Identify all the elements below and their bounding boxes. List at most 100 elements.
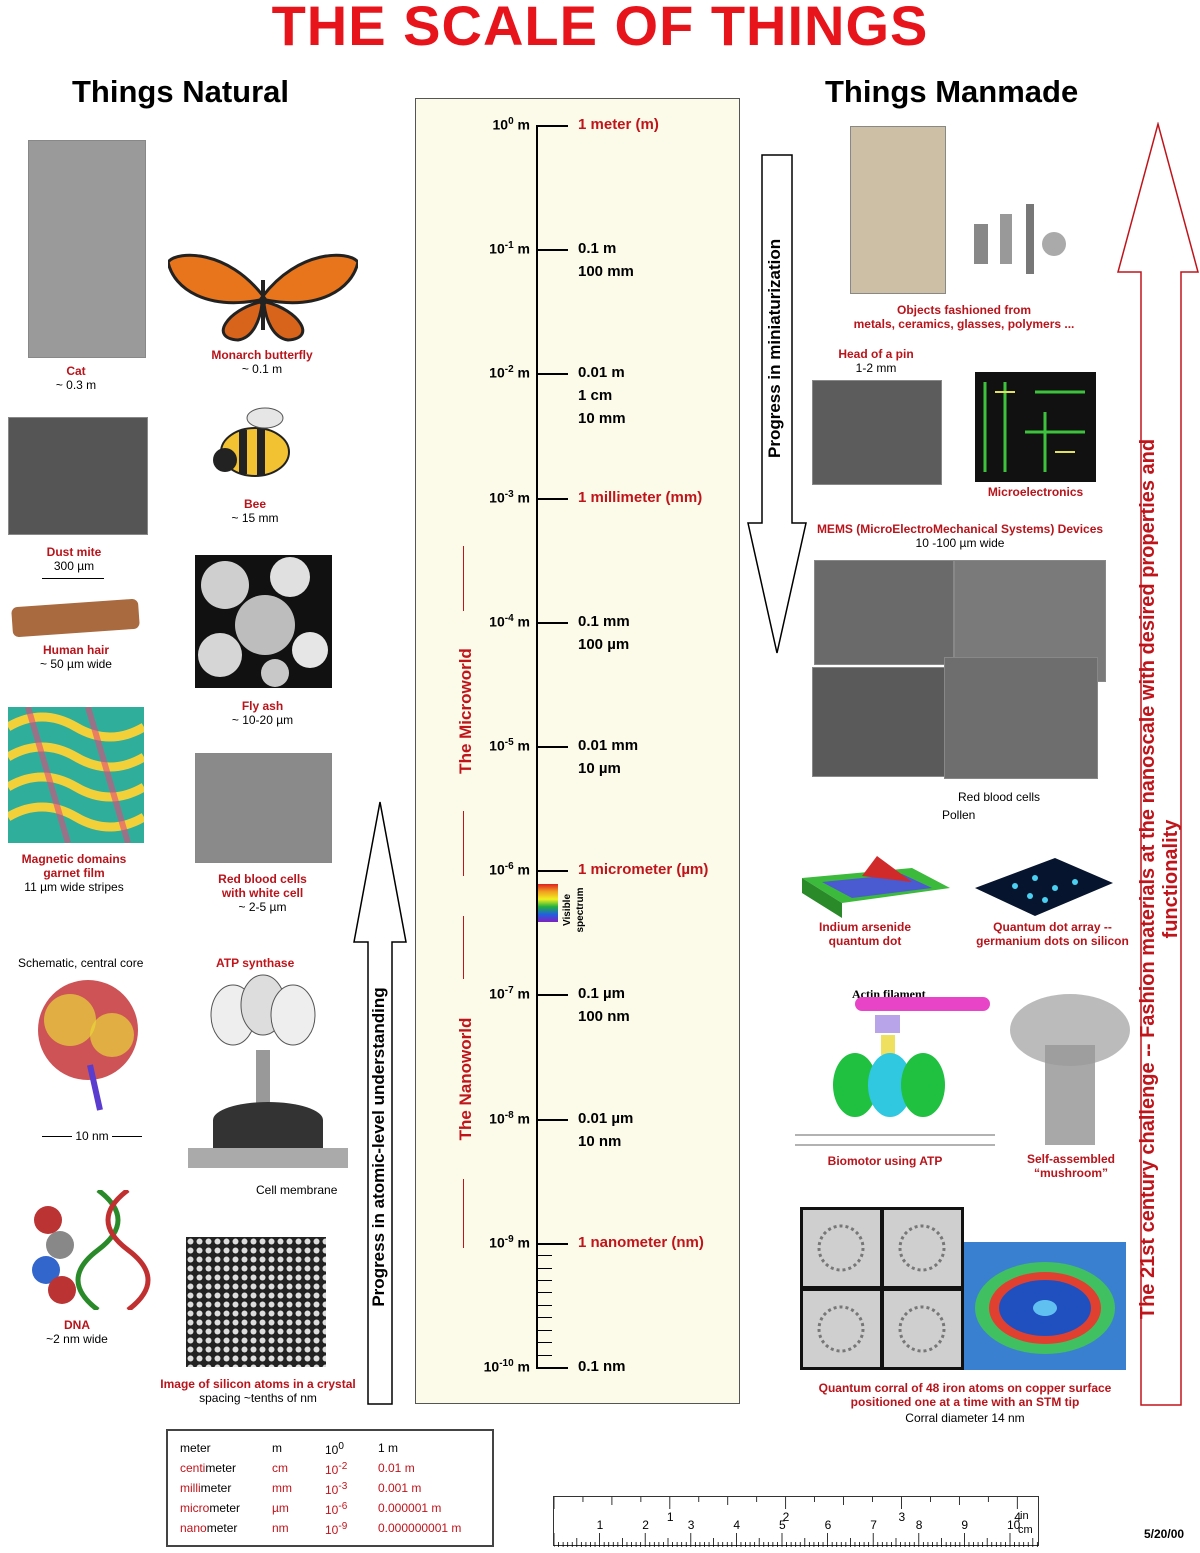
exp-power: -10 <box>499 1358 514 1369</box>
scale-label: 0.1 mm 100 µm <box>578 610 630 656</box>
quantum-dot-caption: Indium arsenide quantum dot <box>818 920 912 948</box>
scale-tick <box>536 746 568 748</box>
butterfly-size: ~ 0.1 m <box>241 362 283 376</box>
ruler: 1 2 3 4 5 6 7 8 9 10 1 2 3 4 in cm <box>553 1496 1039 1547</box>
scale-label: 0.01 m 1 cm 10 mm <box>578 361 626 430</box>
unit-name: meter <box>180 1441 211 1455</box>
visible-spectrum-label: Visible spectrum <box>562 887 586 933</box>
ruler-in-label: 4 <box>1014 1510 1021 1524</box>
scale-exponent: 10-6 m <box>440 861 530 878</box>
ten-nm-label: 10 nm <box>26 1129 158 1143</box>
hair-image <box>11 598 140 638</box>
exp-base: 10 <box>489 365 505 382</box>
bee-name: Bee <box>243 497 266 511</box>
exp-power: -2 <box>504 364 514 376</box>
header-manmade: Things Manmade <box>825 74 1079 109</box>
visible-spectrum-bar <box>538 884 558 922</box>
exp-unit: m <box>513 240 530 257</box>
exp-base: 10 <box>489 986 505 1003</box>
units-row: meter m 100 1 m <box>180 1441 492 1461</box>
scale-label: 1 millimeter (mm) <box>578 486 702 509</box>
microworld-label: The Microworld <box>456 611 478 811</box>
unit-symbol: nm <box>272 1521 289 1535</box>
ruler-cm-label: 3 <box>688 1518 695 1532</box>
screws-image <box>974 204 1066 274</box>
unit-power-exp: -9 <box>338 1521 348 1532</box>
unit-value: 0.000000001 m <box>378 1521 462 1535</box>
exp-base: 10 <box>492 116 509 133</box>
corral-sequence-image <box>800 1207 964 1370</box>
unit-power: 10-6 <box>325 1501 347 1517</box>
scale-minor-tick <box>536 1329 552 1331</box>
scale-label-line: 0.01 mm <box>578 737 639 754</box>
unit-power: 100 <box>325 1441 344 1457</box>
exp-unit: m <box>513 737 530 754</box>
exp-unit: m <box>513 613 530 630</box>
mushroom-caption: Self-assembled “mushroom” <box>1026 1152 1116 1180</box>
unit-name: millimeter <box>180 1481 231 1495</box>
pin-caption: Head of a pin 1-2 mm <box>820 347 932 375</box>
mems-gear-train-image <box>944 657 1098 779</box>
scale-exponent: 10-5 m <box>440 737 530 754</box>
scale-label: 0.1 nm <box>578 1355 626 1378</box>
cat-name: Cat <box>66 364 86 378</box>
scale-exponent: 10-1 m <box>440 240 530 257</box>
scale-tick <box>536 249 568 252</box>
unit-power-exp: -3 <box>338 1481 348 1492</box>
atomic-understanding-arrow <box>353 801 407 1405</box>
scale-minor-tick <box>536 1317 552 1319</box>
scale-label: 0.1 m 100 mm <box>578 237 634 283</box>
ruler-cm-label: 9 <box>961 1518 968 1532</box>
scale-label-line: 10 µm <box>578 760 621 777</box>
dna-size: ~2 nm wide <box>46 1332 108 1346</box>
pin-name: Head of a pin <box>838 347 914 361</box>
ten-nm-text: 10 nm <box>75 1129 109 1143</box>
units-row: centimeter cm 10-2 0.01 m <box>180 1461 492 1481</box>
corral-size: Corral diameter 14 nm <box>905 1411 1025 1425</box>
scale-label-line: 1 meter (m) <box>578 116 659 133</box>
unit-power-exp: -6 <box>338 1501 348 1512</box>
mushroom-image <box>1010 994 1130 1145</box>
quantum-dot-image <box>802 856 950 918</box>
scale-label: 0.01 µm 10 nm <box>578 1107 633 1153</box>
fly-ash-size: ~ 10-20 µm <box>231 713 294 727</box>
scale-exponent: 10-10 m <box>440 1358 530 1375</box>
unit-prefix: micro <box>180 1501 210 1515</box>
quantum-dot-array-caption: Quantum dot array -- germanium dots on s… <box>976 920 1129 948</box>
hair-name: Human hair <box>42 643 109 657</box>
exp-power: -6 <box>504 861 514 873</box>
rbc-size: ~ 2-5 µm <box>238 900 287 914</box>
exp-power: -5 <box>504 737 514 748</box>
scale-exponent: 10-8 m <box>440 1110 530 1127</box>
bee-size: ~ 15 mm <box>231 511 279 525</box>
quantum-corral-image <box>964 1242 1126 1370</box>
rbc-caption: Red blood cells with white cell ~ 2-5 µm <box>195 872 330 914</box>
scale-label-line: 0.1 m <box>578 240 617 258</box>
butterfly-name: Monarch butterfly <box>211 348 313 362</box>
cat-caption: Cat ~ 0.3 m <box>20 364 132 392</box>
miniaturization-text: Progress in miniaturization <box>765 238 784 458</box>
ruler-cm-unit: cm <box>1018 1524 1033 1536</box>
exp-power: -3 <box>504 488 514 500</box>
scale-minor-tick <box>536 1354 552 1356</box>
unit-name: micrometer <box>180 1501 240 1515</box>
ruler-cm-label: 2 <box>642 1518 649 1532</box>
dna-caption: DNA ~2 nm wide <box>20 1318 134 1346</box>
unit-value: 0.01 m <box>378 1461 415 1475</box>
exp-unit: m <box>513 365 530 382</box>
cat-size: ~ 0.3 m <box>55 378 97 392</box>
exp-unit: m <box>513 1234 530 1251</box>
quantum-dot-array-image <box>975 858 1113 916</box>
scale-label-line: 1 nanometer (nm) <box>578 1233 704 1251</box>
exp-power: -7 <box>504 985 514 997</box>
units-table: meter m 100 1 m centimeter cm 10-2 0.01 m millim… <box>166 1429 494 1547</box>
silicon-atoms-image <box>186 1237 326 1367</box>
red-blood-cells-image <box>195 753 332 863</box>
scale-exponent: 100 m <box>440 116 530 133</box>
scale-label-line: 10 mm <box>578 410 626 428</box>
scale-tick <box>536 497 568 500</box>
ruler-in-label: 2 <box>783 1510 790 1524</box>
scale-label: 1 meter (m) <box>578 113 659 136</box>
scale-label-line: 1 cm <box>578 387 613 405</box>
